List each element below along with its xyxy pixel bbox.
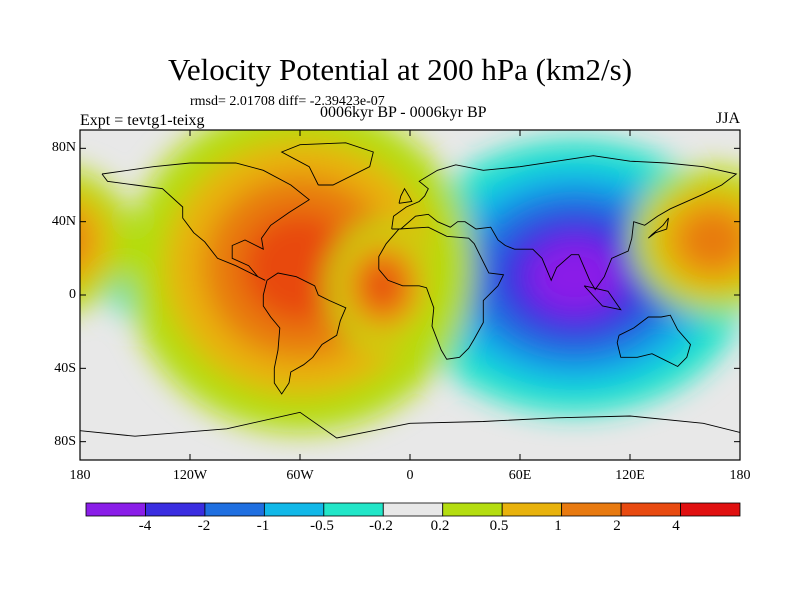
colorbar-label: 4 [672, 518, 680, 534]
colorbar-box [323, 502, 384, 517]
contour-region [364, 264, 401, 308]
x-tick-label: 120E [615, 468, 645, 483]
colorbar-label: -0.5 [310, 518, 334, 534]
x-tick-label: 120W [172, 468, 208, 483]
y-tick-label: 40N [51, 214, 76, 229]
colorbar-box [382, 502, 444, 517]
contour-region [80, 220, 88, 260]
coastline [398, 187, 413, 204]
contour-region [677, 208, 740, 272]
colorbar-box [263, 502, 325, 517]
experiment-label: Expt = tevtg1-teixg [80, 112, 205, 129]
x-tick-label: 180 [69, 468, 91, 483]
y-tick-label: 80S [54, 434, 76, 449]
colorbar-label: 0.2 [430, 518, 450, 534]
colorbar-label: 0.5 [489, 518, 509, 534]
period-label: 0006kyr BP - 0006kyr BP [320, 104, 487, 121]
colorbar-label: 2 [613, 518, 621, 534]
x-tick-label: 180 [729, 468, 751, 483]
coastline [262, 272, 347, 395]
colorbar-box [85, 502, 146, 517]
colorbar-box [501, 502, 563, 517]
colorbar-label: 1 [554, 518, 562, 534]
coastline [280, 142, 374, 186]
x-tick-label: 0 [406, 468, 414, 483]
x-tick-label: 60W [286, 468, 314, 483]
colorbar-box [204, 502, 265, 517]
axis-ticks [79, 130, 741, 460]
contour-field [80, 130, 740, 460]
coastlines [80, 142, 740, 439]
colorbar [85, 502, 741, 517]
coastline [583, 285, 622, 311]
y-tick-label: 0 [69, 287, 76, 302]
y-tick-label: 40S [54, 361, 76, 376]
colorbar-box [680, 502, 741, 517]
colorbar-label: -2 [197, 518, 211, 534]
y-tick-label: 80N [51, 140, 76, 155]
colorbar-box [561, 502, 622, 517]
colorbar-box [620, 502, 681, 517]
colorbar-label: -1 [256, 518, 270, 534]
colorbar-label: -0.2 [369, 518, 393, 534]
contour-region [80, 193, 112, 287]
chart-title: Velocity Potential at 200 hPa (km2/s) [167, 52, 633, 87]
stats-line: rmsd= 2.01708 diff= -2.39423e-07 [190, 94, 385, 109]
x-tick-label: 60E [508, 468, 532, 483]
coastline [378, 226, 505, 360]
colorbar-box [442, 502, 503, 517]
colorbar-label: -4 [138, 518, 152, 534]
coastline [80, 411, 740, 439]
coastline [391, 155, 738, 291]
coastline [101, 162, 310, 281]
coastline [647, 217, 669, 239]
colorbar-box [145, 502, 206, 517]
contour-region [527, 239, 623, 315]
coastline [616, 314, 692, 368]
season-label: JJA [715, 110, 740, 127]
